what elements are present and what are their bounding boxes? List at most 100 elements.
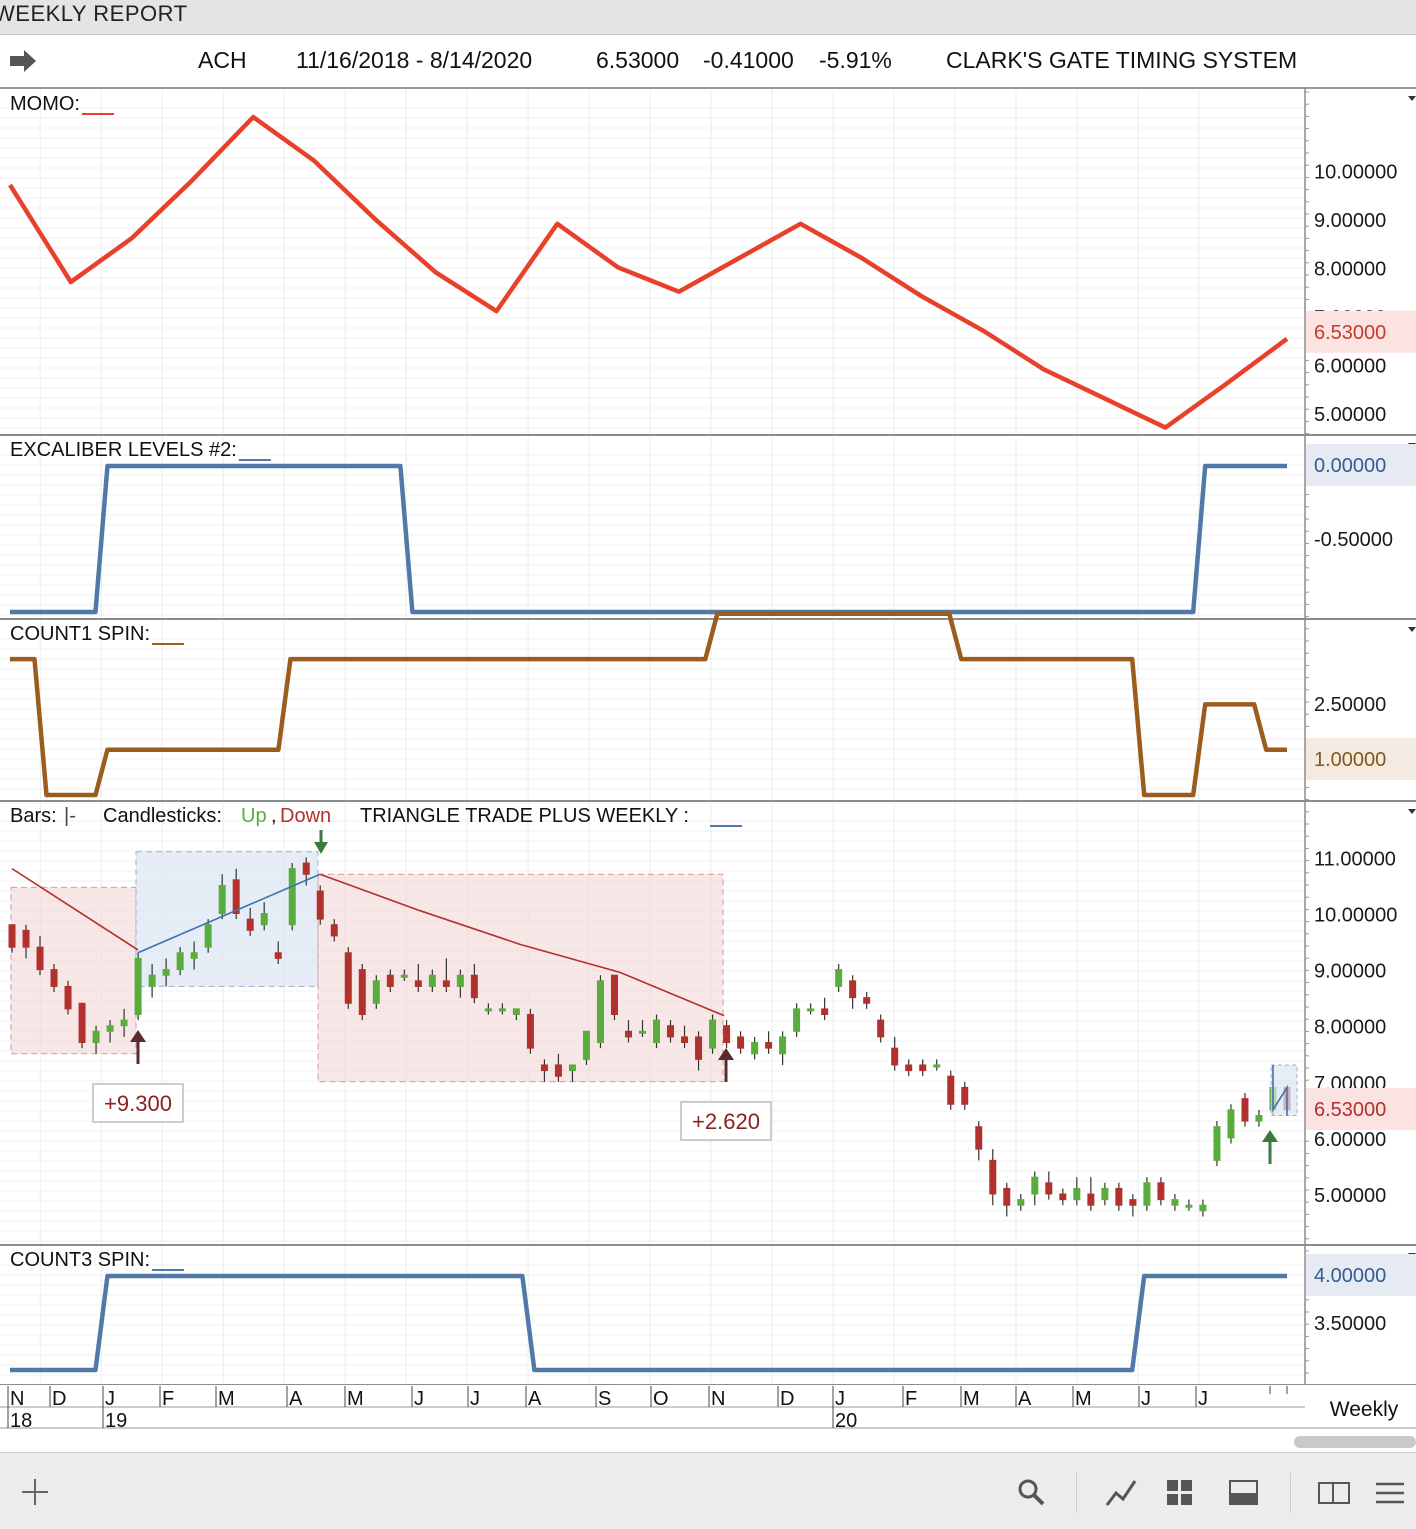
buy-signal-arrow-head	[130, 1030, 146, 1042]
year-label: 18	[10, 1410, 32, 1432]
panel-menu-icon[interactable]	[1408, 627, 1416, 632]
momo-line	[8, 114, 1289, 430]
count1-current-value: 1.00000	[1314, 749, 1386, 771]
panel-background	[0, 90, 1305, 433]
candle-down	[905, 1064, 913, 1072]
search-icon[interactable]	[1016, 1477, 1046, 1507]
momo-tick-label: 10.00000	[1314, 161, 1397, 183]
symbol-info-bar: ACH 11/16/2018 - 8/14/2020 6.53000 -0.41…	[0, 35, 1416, 89]
month-label: N	[711, 1388, 725, 1410]
triangle-box-down	[317, 873, 724, 1083]
candle-up	[793, 1008, 801, 1032]
count1-label: COUNT1 SPIN:	[10, 623, 150, 645]
count1-line	[10, 611, 1287, 798]
triangle-trendline-down	[319, 873, 725, 1017]
candle-up	[1227, 1109, 1235, 1139]
momo-current-value: 6.53000	[1314, 322, 1386, 344]
candle-down	[22, 929, 30, 948]
triangle-trendline-up	[137, 873, 321, 954]
candle-down	[442, 980, 450, 987]
panel-menu-icon[interactable]	[1408, 809, 1416, 814]
candle-up	[1213, 1126, 1221, 1161]
month-label: D	[780, 1388, 794, 1410]
candle-up	[106, 1025, 114, 1032]
sell-signal-arrow-head	[314, 842, 328, 854]
candle-down	[78, 1002, 86, 1044]
bottom-toolbar	[0, 1452, 1416, 1529]
panel-background	[0, 621, 1305, 799]
month-label: J	[414, 1388, 424, 1410]
candle-up	[933, 1064, 941, 1068]
month-label: J	[835, 1388, 845, 1410]
candle-down	[919, 1064, 927, 1072]
candle-down	[989, 1159, 997, 1195]
horizontal-scrollbar[interactable]	[1294, 1436, 1416, 1448]
candle-down	[667, 1025, 675, 1038]
candle-up	[260, 913, 268, 926]
candle-down	[316, 890, 324, 920]
candle-down	[554, 1064, 562, 1077]
chart-area[interactable]: MOMO: EXCALIBER LEVELS #2: COUNT1 SPIN: COU…	[0, 0, 1416, 1452]
candle-down	[344, 952, 352, 1004]
candle-down	[1003, 1187, 1011, 1206]
panel-menu-icon[interactable]	[1408, 96, 1416, 101]
candle-up	[498, 1008, 506, 1012]
candle-up	[1031, 1176, 1039, 1195]
candle-down	[877, 1019, 885, 1038]
window-title: WEEKLY REPORT	[0, 1, 188, 26]
candle-up	[428, 974, 436, 987]
candle-up	[148, 974, 156, 987]
candle-up	[1255, 1114, 1263, 1122]
price-current-value-background	[1306, 1088, 1416, 1130]
book-icon[interactable]	[1316, 1479, 1352, 1507]
candle-down	[961, 1086, 969, 1105]
month-label: M	[963, 1388, 980, 1410]
candle-down	[947, 1075, 955, 1105]
candle-down	[330, 924, 338, 937]
candle-up	[1199, 1204, 1207, 1212]
candle-down	[1045, 1182, 1053, 1195]
symbol-label[interactable]: ACH	[198, 47, 247, 73]
month-label: J	[470, 1388, 480, 1410]
month-label: D	[52, 1388, 66, 1410]
last-price: 6.53000	[596, 47, 680, 73]
candle-up	[709, 1019, 717, 1049]
candle-up	[1073, 1187, 1081, 1201]
triangle-trendline-down	[11, 867, 139, 951]
excaliber-line	[10, 463, 1287, 615]
candle-up	[484, 1008, 492, 1012]
count1-tick-label: 2.50000	[1314, 694, 1386, 716]
month-label: J	[1198, 1388, 1208, 1410]
candle-up	[582, 1030, 590, 1060]
grid-layout-icon[interactable]	[1166, 1479, 1194, 1507]
candle-up	[400, 974, 408, 978]
forward-arrow-icon[interactable]	[8, 49, 38, 73]
count3-label: COUNT3 SPIN:	[10, 1249, 150, 1271]
candle-up	[176, 952, 184, 971]
month-label: A	[1018, 1388, 1032, 1410]
candle-up	[1101, 1187, 1109, 1201]
candle-down	[863, 997, 871, 1004]
month-label: O	[653, 1388, 669, 1410]
candle-down	[1059, 1193, 1067, 1201]
excaliber-current-value: 0.00000	[1314, 455, 1386, 477]
panel-layout-icon[interactable]	[1228, 1479, 1260, 1507]
draw-line-icon[interactable]	[1104, 1475, 1138, 1509]
candle-down	[610, 974, 618, 1015]
candle-up	[512, 1008, 520, 1015]
add-icon[interactable]	[20, 1477, 50, 1507]
candlesticks-down-label: Down	[280, 805, 331, 827]
momo-tick-label: 6.00000	[1314, 355, 1386, 377]
menu-icon[interactable]	[1374, 1479, 1406, 1507]
candle-down	[358, 969, 366, 1015]
momo-tick-label: 8.00000	[1314, 258, 1386, 280]
month-label: N	[10, 1388, 24, 1410]
candle-down	[386, 974, 394, 987]
month-label: J	[1141, 1388, 1151, 1410]
candle-down	[737, 1036, 745, 1049]
candle-down	[681, 1036, 689, 1044]
momo-tick-label: 9.00000	[1314, 210, 1386, 232]
candle-down	[8, 924, 16, 948]
year-label: 20	[835, 1410, 857, 1432]
candle-up	[1143, 1182, 1151, 1206]
